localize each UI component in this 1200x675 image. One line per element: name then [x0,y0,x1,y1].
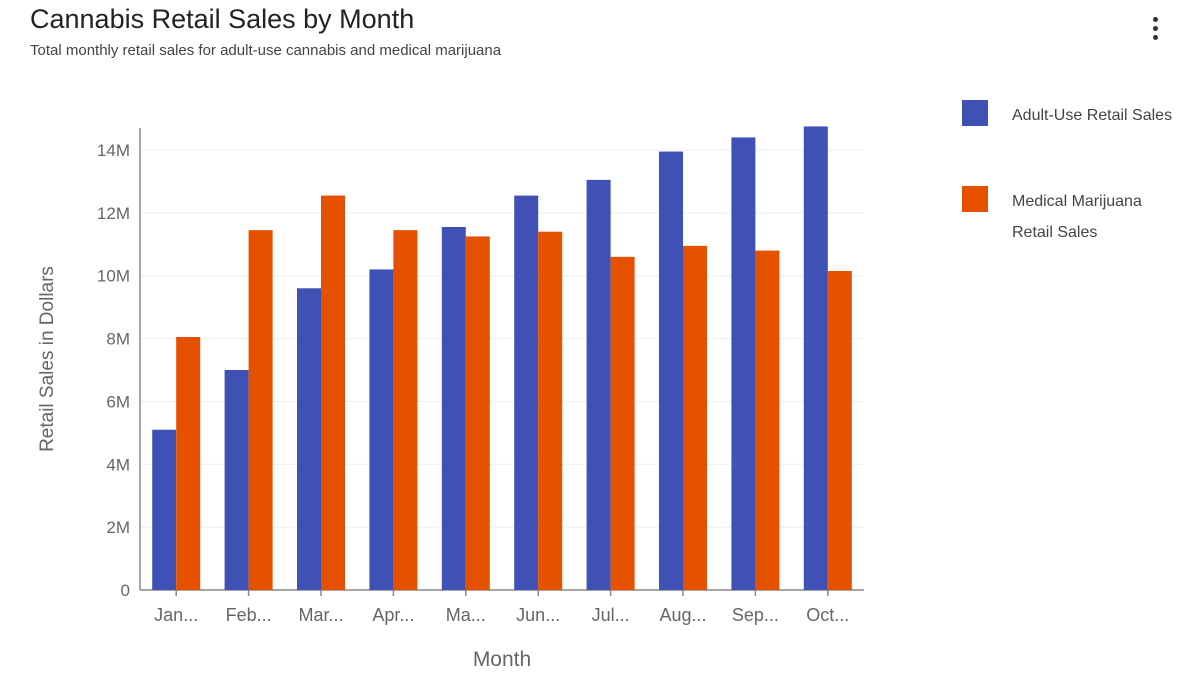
legend-label-medical: Medical Marijuana Retail Sales [1012,193,1142,241]
legend-swatch-adult-use [962,100,988,126]
bar-adult-use [803,126,828,590]
bar-adult-use [586,179,611,590]
bar-medical [827,271,852,590]
x-tick-label: Mar... [298,605,343,625]
x-tick-label: Sep... [732,605,779,625]
bar-adult-use [152,429,177,590]
bar-adult-use [441,227,466,590]
x-tick-label: Apr... [372,605,414,625]
bar-medical [538,231,563,590]
bar-adult-use [659,151,683,591]
y-tick-label: 6M [106,392,130,411]
bar-medical [321,195,345,591]
x-tick-label: Jan... [154,605,198,625]
bar-adult-use [297,288,321,590]
x-tick-label: Ma... [446,605,486,625]
y-tick-label: 12M [97,204,130,223]
chart-subtitle: Total monthly retail sales for adult-use… [30,42,502,59]
y-axis-title: Retail Sales in Dollars [37,266,58,452]
y-tick-label: 8M [106,330,130,349]
more-vert-icon[interactable] [1140,10,1170,46]
y-tick-label: 4M [106,455,130,474]
legend-swatch-medical [962,186,988,212]
x-tick-label: Aug... [659,605,706,625]
x-tick-label: Jun... [516,605,560,625]
bar-adult-use [224,370,249,590]
bar-adult-use [514,195,539,591]
x-tick-label: Jul... [592,605,630,625]
bar-medical [610,256,635,590]
y-tick-label: 0 [121,581,130,600]
bar-medical [176,337,201,590]
x-tick-label: Oct... [806,605,849,625]
bar-medical [683,245,707,590]
bar-adult-use [369,269,394,590]
y-tick-label: 10M [97,267,130,286]
bar-medical [755,250,780,591]
bar-medical [465,236,490,590]
y-tick-label: 2M [106,518,130,537]
x-axis-title: Month [473,648,531,671]
legend-label-adult-use: Adult-Use Retail Sales [1012,107,1173,124]
y-tick-label: 14M [97,141,130,160]
bar-adult-use [731,137,756,590]
x-tick-label: Feb... [226,605,272,625]
bar-medical [248,230,273,590]
bar-medical [393,230,418,590]
chart-title: Cannabis Retail Sales by Month [30,4,415,34]
